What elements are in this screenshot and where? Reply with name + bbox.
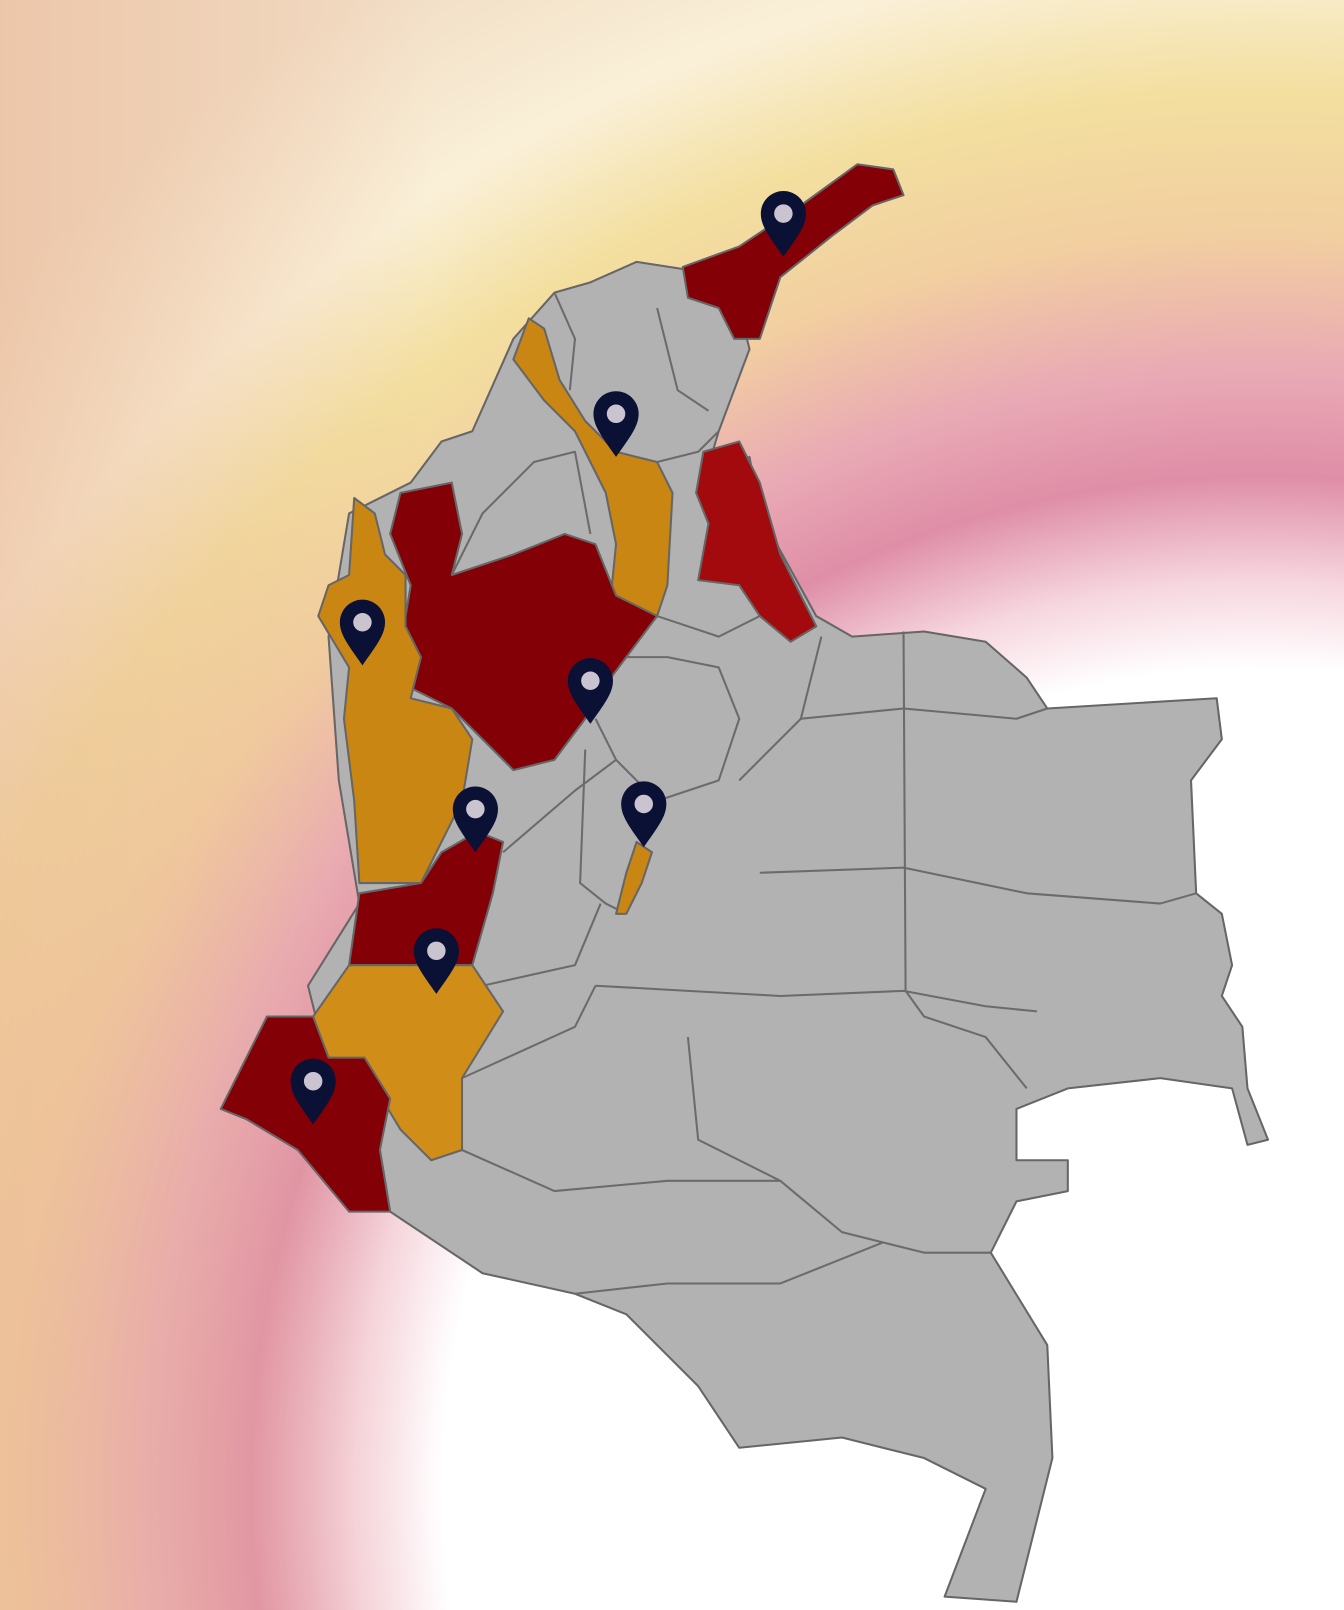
region-red xyxy=(219,1015,392,1213)
internal-borders xyxy=(450,292,1197,1295)
region-red xyxy=(695,440,818,643)
region-red xyxy=(681,163,905,340)
region-yellow xyxy=(615,840,654,915)
region-yellow xyxy=(317,496,474,885)
